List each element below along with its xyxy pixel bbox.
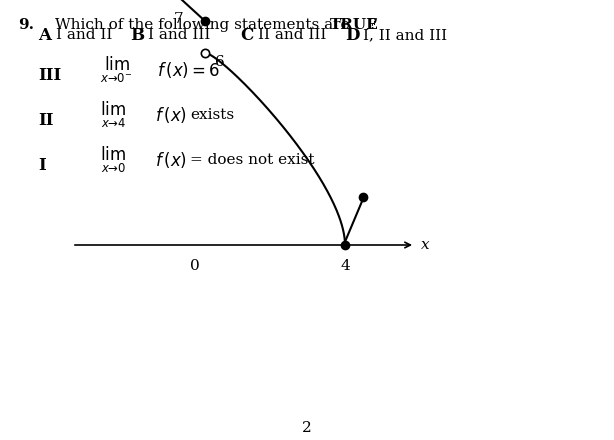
- Text: I, II and III: I, II and III: [363, 28, 447, 42]
- Text: I and II: I and II: [56, 28, 112, 42]
- Text: = does not exist: = does not exist: [190, 153, 314, 167]
- Text: $f\,(x) = 6$: $f\,(x) = 6$: [157, 60, 220, 80]
- Text: $\lim_{x\to 0^-}$: $\lim_{x\to 0^-}$: [100, 55, 133, 85]
- Text: Which of the following statements are: Which of the following statements are: [55, 18, 354, 32]
- Text: 7: 7: [173, 12, 183, 26]
- Text: C: C: [240, 26, 253, 44]
- Text: I and III: I and III: [148, 28, 211, 42]
- Text: 0: 0: [190, 259, 200, 273]
- Text: $\lim_{x\to 0}$: $\lim_{x\to 0}$: [100, 145, 126, 175]
- Text: B: B: [130, 26, 144, 44]
- Text: D: D: [345, 26, 360, 44]
- Text: $\lim_{x\to 4}$: $\lim_{x\to 4}$: [100, 100, 126, 130]
- Text: $f\,(x)$: $f\,(x)$: [155, 150, 187, 170]
- Text: 4: 4: [340, 259, 350, 273]
- Text: II and III: II and III: [258, 28, 327, 42]
- Text: ?: ?: [369, 18, 377, 32]
- Text: A: A: [38, 26, 51, 44]
- Text: III: III: [38, 66, 61, 84]
- Text: $f\,(x)$: $f\,(x)$: [155, 105, 187, 125]
- Text: I: I: [38, 157, 46, 173]
- Text: 9.: 9.: [18, 18, 34, 32]
- Text: TRUE: TRUE: [330, 18, 379, 32]
- Text: II: II: [38, 111, 53, 128]
- Text: 2: 2: [302, 421, 312, 435]
- Text: exists: exists: [190, 108, 234, 122]
- Text: 6: 6: [215, 55, 225, 69]
- Text: x: x: [421, 238, 430, 252]
